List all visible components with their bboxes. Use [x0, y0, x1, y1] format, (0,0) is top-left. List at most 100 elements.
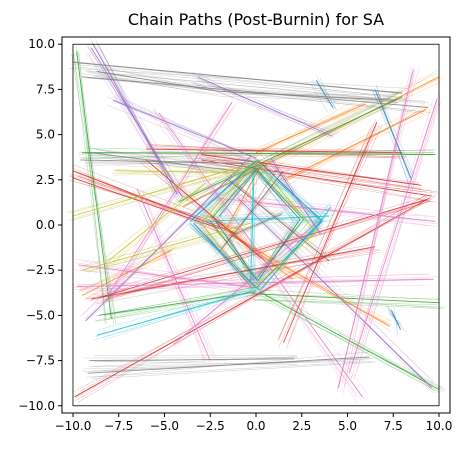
y-tick-label: 10.0: [28, 37, 55, 51]
chain-path-trace: [79, 284, 432, 290]
y-tick-label: −2.5: [26, 263, 55, 277]
x-tick-label: 2.5: [292, 419, 311, 433]
chain-path-trace: [277, 124, 383, 349]
chain-path: [145, 159, 266, 262]
chain-path-trace: [107, 96, 252, 156]
chain-path-trace: [105, 180, 201, 258]
chain-path-trace: [111, 107, 227, 300]
chain-path-trace: [73, 199, 432, 392]
chain-path-trace: [91, 42, 182, 196]
chain-path-trace: [198, 157, 419, 185]
chain-path-trace: [287, 118, 377, 343]
chain-path-trace: [205, 164, 315, 283]
chain-path-trace: [78, 52, 106, 324]
y-tick-label: 5.0: [36, 128, 55, 142]
chain-path-trace: [189, 167, 328, 297]
chain-path-trace: [112, 169, 242, 175]
chain-path-trace: [87, 360, 298, 366]
chain-path-trace: [74, 66, 407, 99]
chain-path-trace: [87, 52, 187, 193]
chain-path: [96, 289, 257, 336]
chain-path-trace: [84, 357, 298, 359]
chain-path-trace: [74, 171, 237, 236]
chain-path-trace: [242, 199, 432, 390]
chain-path-trace: [132, 189, 207, 357]
chain-path-trace: [95, 76, 397, 95]
chain-path-trace: [83, 260, 262, 295]
chain-path-trace: [393, 307, 398, 335]
chain-path-trace: [214, 169, 289, 252]
chain-path-trace: [85, 228, 253, 273]
chain-path: [78, 264, 260, 289]
chain-path-trace: [191, 71, 330, 133]
x-tick-label: 5.0: [338, 419, 357, 433]
chain-path-trace: [216, 213, 295, 285]
chain-path-trace: [89, 247, 374, 301]
chain-series-7: [68, 61, 431, 379]
chain-path-trace: [106, 187, 201, 267]
chain-path-trace: [217, 203, 436, 218]
chain-path-trace: [95, 287, 252, 316]
chain-path-trace: [78, 182, 222, 226]
chain-path-trace: [114, 167, 240, 175]
chain-path-trace: [308, 206, 332, 239]
chain-path-trace: [316, 76, 337, 110]
chain-path: [113, 99, 257, 159]
chain-path-trace: [68, 162, 262, 212]
chain-path-trace: [93, 351, 369, 378]
chain-path-trace: [68, 167, 255, 222]
chain-path-trace: [86, 161, 257, 320]
chain-path-trace: [112, 97, 259, 165]
chain-path-trace: [90, 362, 374, 379]
chain-path-trace: [253, 299, 445, 308]
chain-path-trace: [106, 183, 202, 257]
chain-path-trace: [286, 109, 422, 186]
chain-path-trace: [94, 294, 260, 322]
chain-path-trace: [238, 200, 438, 393]
chain-path-trace: [83, 226, 248, 272]
chain-path-trace: [215, 171, 300, 282]
chain-path-trace: [86, 53, 183, 201]
chain-path-trace: [252, 299, 444, 309]
chain-path-trace: [86, 153, 232, 175]
chain-path-trace: [237, 200, 434, 394]
chain-path-trace: [92, 75, 402, 103]
x-tick-label: −2.5: [196, 419, 225, 433]
chain-path-trace: [256, 100, 369, 153]
chain-path-trace: [344, 67, 413, 387]
chain-path-trace: [102, 289, 253, 341]
y-tick-label: 0.0: [36, 218, 55, 232]
x-tick-label: −10.0: [55, 419, 92, 433]
chain-path-trace: [132, 191, 216, 361]
chain-path-trace: [189, 158, 319, 287]
chain-path-trace: [139, 162, 260, 257]
chain-series-8: [67, 154, 322, 295]
chain-path: [81, 222, 251, 271]
chain-path-trace: [311, 79, 340, 106]
chain-path: [237, 197, 433, 389]
chain-path: [100, 199, 427, 298]
chain-path-trace: [112, 103, 237, 293]
chain-path-trace: [95, 287, 257, 337]
chain-path-trace: [277, 125, 380, 340]
chain-path-trace: [84, 160, 240, 168]
chain-path-trace: [80, 219, 248, 269]
x-tick-label: 0.0: [246, 419, 265, 433]
chain-path-trace: [93, 357, 295, 363]
chain-path-trace: [97, 72, 394, 100]
chain-path-trace: [205, 215, 335, 225]
chain-path-trace: [73, 262, 254, 287]
chain-path-trace: [245, 295, 438, 308]
chain-path-trace: [145, 147, 397, 152]
chain-path: [310, 206, 332, 235]
chain-path-trace: [231, 211, 283, 239]
chain-path-trace: [208, 213, 325, 221]
chain-path-trace: [72, 279, 434, 290]
chain-path-trace: [238, 196, 435, 383]
chain-path-trace: [85, 71, 429, 103]
chain-path-trace: [85, 147, 434, 155]
chain-path-trace: [312, 204, 332, 239]
chain-path: [91, 152, 235, 172]
chain-path-trace: [117, 172, 236, 179]
